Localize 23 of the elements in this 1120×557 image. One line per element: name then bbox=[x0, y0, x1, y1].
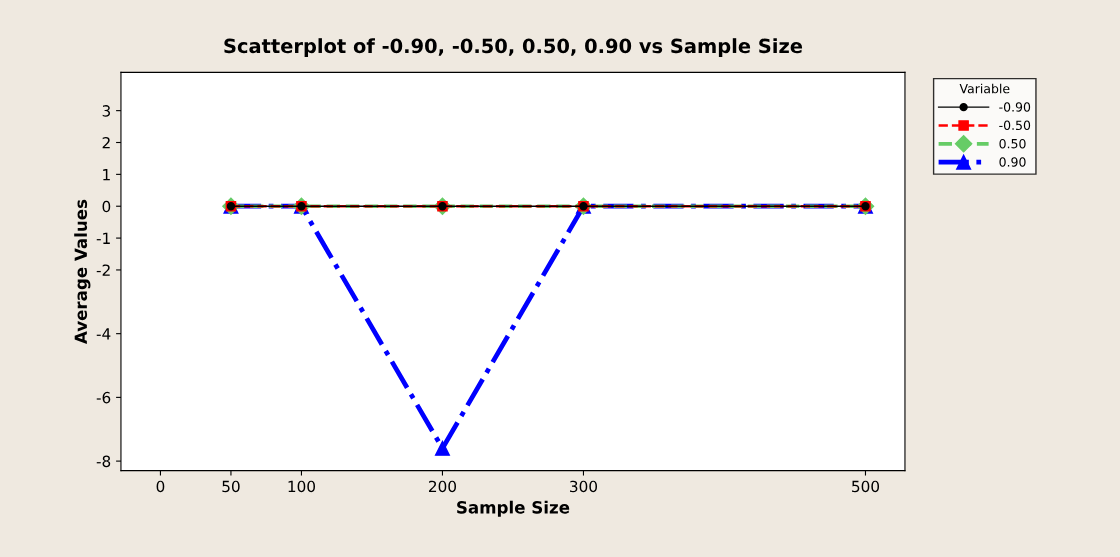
y-tick-label: 3 bbox=[102, 105, 111, 117]
y-tick-label: -6 bbox=[96, 391, 111, 404]
legend-title: Variable bbox=[959, 83, 1010, 94]
legend-label: 0.50 bbox=[999, 138, 1026, 149]
x-axis-title: Sample Size bbox=[457, 500, 570, 517]
x-tick-label: 100 bbox=[288, 480, 316, 493]
y-tick-label: -4 bbox=[96, 328, 111, 340]
y-tick-label: 2 bbox=[102, 136, 110, 149]
y-tick-label: 0 bbox=[102, 200, 111, 213]
x-tick-label: 200 bbox=[429, 480, 457, 493]
y-tick-label: 1 bbox=[103, 169, 110, 181]
x-tick-label: 0 bbox=[156, 480, 165, 493]
y-tick-label: -8 bbox=[96, 455, 111, 468]
x-tick-label: 50 bbox=[222, 480, 240, 493]
legend-label: -0.90 bbox=[999, 102, 1031, 112]
y-tick-label: -1 bbox=[96, 232, 110, 244]
chart-title: Scatterplot of -0.90, -0.50, 0.50, 0.90 vs Sample Size bbox=[224, 38, 803, 58]
y-tick-label: -2 bbox=[96, 264, 110, 276]
legend-label: 0.90 bbox=[999, 157, 1026, 167]
y-axis-title: Average Values bbox=[74, 199, 91, 344]
x-tick-label: 500 bbox=[852, 480, 880, 493]
x-tick-label: 300 bbox=[570, 480, 598, 493]
legend-label: -0.50 bbox=[999, 120, 1031, 131]
